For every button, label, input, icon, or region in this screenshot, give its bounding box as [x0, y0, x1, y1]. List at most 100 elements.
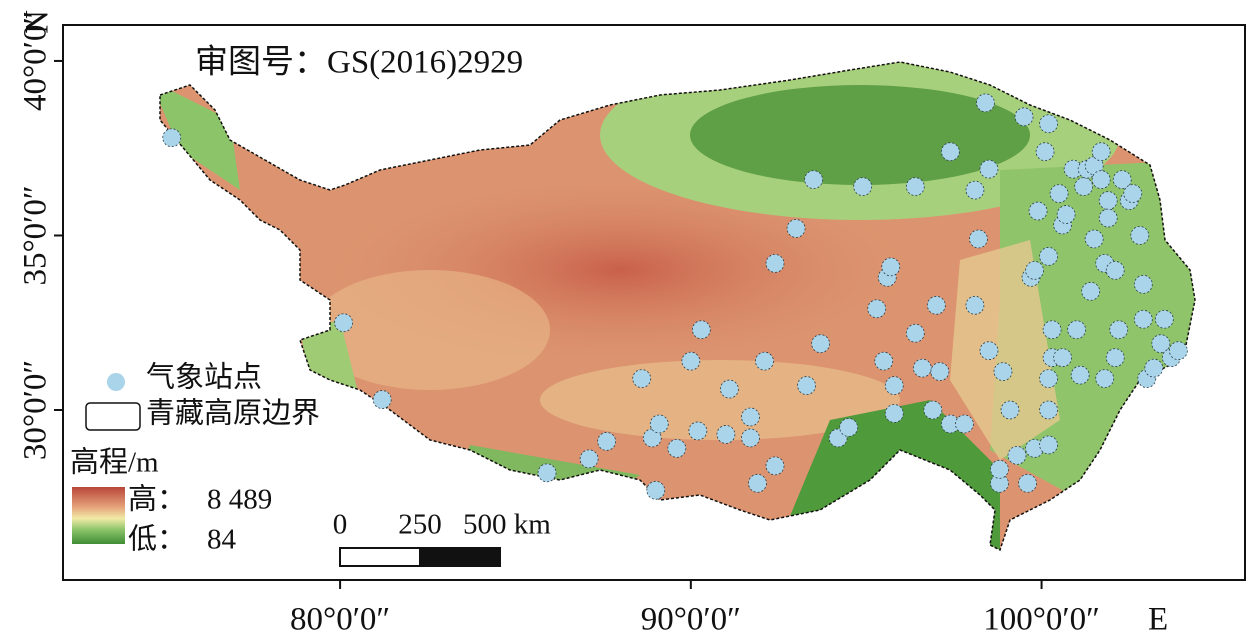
weather-station: [965, 295, 985, 315]
legend-boundary-symbol: [85, 402, 141, 431]
weather-station: [162, 128, 182, 148]
weather-station: [930, 362, 950, 382]
weather-station: [1056, 205, 1076, 224]
weather-station: [811, 334, 831, 354]
weather-station: [1039, 400, 1058, 420]
y-axis-label: N: [20, 10, 56, 34]
weather-station: [1042, 320, 1062, 340]
weather-station: [990, 473, 1009, 493]
weather-station: [1081, 281, 1101, 301]
weather-station: [688, 421, 708, 441]
weather-station: [1133, 309, 1153, 329]
weather-station: [1074, 177, 1094, 197]
weather-station: [912, 358, 932, 378]
weather-station: [1133, 274, 1153, 294]
weather-station: [940, 142, 960, 162]
scale-bar-label: 500 km: [463, 509, 551, 541]
weather-station: [1098, 208, 1118, 228]
weather-station: [1067, 320, 1087, 340]
weather-station: [1091, 142, 1111, 162]
legend-boundary-label: 青藏高原边界: [146, 397, 320, 430]
weather-station: [797, 376, 816, 395]
weather-station: [1039, 114, 1058, 134]
weather-station: [853, 177, 873, 197]
legend-high-prefix: 高：: [128, 483, 186, 516]
weather-station: [881, 257, 901, 277]
weather-station: [867, 299, 887, 319]
weather-station: [976, 93, 995, 113]
weather-station: [1014, 107, 1034, 127]
weather-station: [1053, 348, 1073, 368]
weather-station: [1151, 334, 1171, 354]
weather-station: [990, 459, 1009, 479]
weather-station: [1112, 170, 1132, 190]
weather-station: [993, 362, 1013, 382]
weather-station: [649, 414, 669, 434]
weather-station: [1049, 184, 1069, 203]
weather-station: [1018, 473, 1037, 493]
legend-elevation-title: 高程/m: [70, 446, 159, 479]
weather-station: [537, 463, 557, 483]
weather-station: [716, 425, 736, 444]
weather-station: [979, 341, 999, 361]
scale-bar-segment: [419, 547, 501, 567]
y-tick-label: 35°0′0″: [18, 185, 54, 285]
weather-station: [372, 390, 392, 409]
weather-station: [1070, 365, 1090, 385]
weather-station: [1154, 309, 1174, 329]
weather-station: [923, 400, 943, 420]
weather-station: [1028, 201, 1048, 221]
weather-station: [804, 170, 823, 190]
weather-station: [755, 351, 774, 371]
scale-bar-segment: [339, 547, 421, 567]
legend-station-symbol: [107, 373, 125, 391]
weather-station: [955, 414, 974, 434]
weather-station: [646, 480, 666, 500]
scale-bar-label: 0: [333, 509, 348, 541]
weather-station: [667, 439, 687, 458]
weather-station: [884, 376, 904, 395]
legend-low-value: 84: [207, 524, 237, 556]
weather-station: [632, 369, 652, 388]
legend-station-label: 气象站点: [146, 361, 262, 394]
weather-station: [765, 456, 785, 476]
weather-station: [1084, 229, 1104, 249]
weather-station: [926, 295, 946, 315]
map-layers: 80°0′0″ 90°0′0″ 100°0′0″ 30°0′0″ 35°0′0″ 40°0…: [18, 11, 1188, 638]
weather-station: [1039, 247, 1058, 266]
weather-station: [905, 177, 925, 197]
weather-station: [874, 351, 894, 371]
legend: 气象站点 青藏高原边界 高程/m 高： 8 489 低： 84: [70, 361, 320, 556]
x-tick-label: 90°0′0″: [641, 602, 741, 638]
weather-station: [720, 379, 739, 399]
y-tick-label: 30°0′0″: [18, 360, 54, 460]
weather-station: [1105, 348, 1125, 368]
weather-station: [1035, 142, 1055, 162]
y-tick-label: 40°0′0″: [18, 11, 54, 111]
weather-station: [681, 351, 701, 371]
weather-station: [965, 180, 985, 200]
weather-station: [786, 219, 806, 238]
weather-station: [969, 229, 988, 249]
weather-station: [642, 428, 662, 448]
weather-station: [905, 323, 925, 343]
weather-station: [1084, 156, 1104, 176]
scale-bar-label: 250: [398, 509, 442, 541]
weather-station: [1098, 191, 1118, 210]
weather-station: [1025, 260, 1044, 280]
legend-high-value: 8 489: [207, 484, 272, 516]
weather-station: [884, 404, 904, 423]
weather-station: [1091, 170, 1111, 190]
weather-station: [1144, 358, 1164, 378]
weather-station: [1095, 369, 1115, 388]
weather-station: [748, 473, 767, 493]
weather-station: [1109, 320, 1129, 340]
weather-station: [741, 407, 760, 427]
weather-station: [1000, 400, 1020, 420]
weather-station: [839, 418, 859, 437]
weather-station: [334, 313, 353, 333]
weather-station: [1007, 445, 1027, 465]
legend-low-prefix: 低：: [128, 523, 186, 556]
weather-station: [1039, 435, 1058, 455]
